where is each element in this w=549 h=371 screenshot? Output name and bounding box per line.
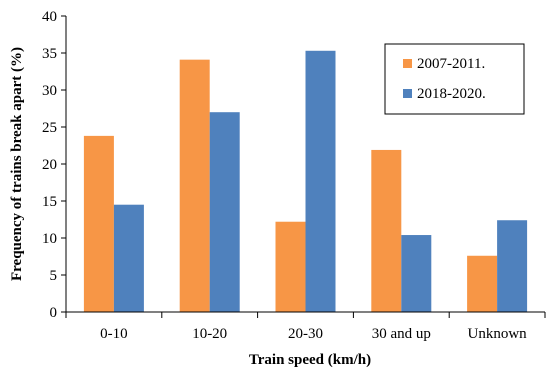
x-tick-label: 30 and up [372,326,431,342]
x-tick-label: 0-10 [100,326,128,342]
bar-unknown-2007-2011 [467,255,498,312]
x-tick-label: Unknown [468,326,528,342]
legend-box [384,43,525,115]
x-tick-label: 10-20 [192,326,227,342]
y-axis-title: Frequency of trains break apart (%) [9,47,25,281]
y-tick-label: 40 [42,9,57,25]
y-tick-label: 0 [50,305,58,321]
x-axis-ticks: 0-10 10-20 20-30 30 and up Unknown [65,312,546,342]
bar-0-10-2018-2020 [113,204,144,312]
y-tick-label: 25 [42,120,57,136]
x-tick-label: 20-30 [288,326,323,342]
y-tick-label: 35 [42,46,57,62]
bar-30-and-up-2007-2011 [371,149,402,312]
y-tick-label: 20 [42,157,57,173]
y-axis-ticks: 0 5 10 15 20 25 30 35 40 [42,9,66,321]
legend-label-2007-2011: 2007-2011. [417,56,485,72]
bar-20-30-2018-2020 [305,50,336,312]
bar-unknown-2018-2020 [497,220,528,312]
legend: 2007-2011. 2018-2020. [384,43,525,115]
legend-swatch-2018-2020 [403,89,412,98]
bar-0-10-2007-2011 [83,135,114,312]
x-axis-title: Train speed (km/h) [249,352,371,368]
bar-10-20-2018-2020 [209,112,240,312]
legend-swatch-2007-2011 [403,59,412,68]
bar-10-20-2007-2011 [179,59,210,312]
bars [83,50,528,312]
y-tick-label: 15 [42,194,57,210]
y-tick-label: 10 [42,231,57,247]
bar-30-and-up-2018-2020 [401,235,432,312]
y-tick-label: 30 [42,83,57,99]
legend-label-2018-2020: 2018-2020. [417,86,486,102]
bar-20-30-2007-2011 [275,221,306,312]
y-tick-label: 5 [50,268,58,284]
